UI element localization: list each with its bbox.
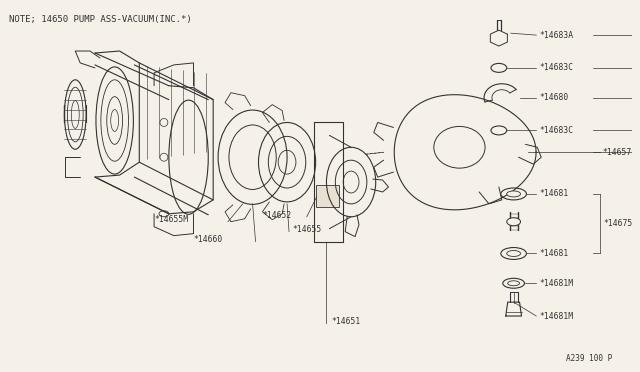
Text: *14657: *14657 — [602, 148, 632, 157]
Text: *14660: *14660 — [194, 235, 223, 244]
Text: *14675: *14675 — [604, 219, 632, 228]
Text: *14680: *14680 — [540, 93, 568, 102]
Text: *14681M: *14681M — [540, 311, 573, 321]
Ellipse shape — [507, 191, 520, 197]
Ellipse shape — [507, 218, 520, 226]
Text: *14683A: *14683A — [540, 31, 573, 40]
Ellipse shape — [507, 250, 520, 256]
Text: A239 100 P: A239 100 P — [566, 354, 612, 363]
Text: *14652: *14652 — [263, 211, 292, 220]
Text: *14681: *14681 — [540, 189, 568, 198]
Text: *14683C: *14683C — [540, 63, 573, 73]
Text: *14681: *14681 — [540, 249, 568, 258]
Text: *14655M: *14655M — [154, 215, 189, 224]
Text: *14651: *14651 — [332, 317, 360, 326]
Bar — [316, 185, 339, 207]
Ellipse shape — [508, 281, 520, 286]
Text: NOTE; 14650 PUMP ASS-VACUUM(INC.*): NOTE; 14650 PUMP ASS-VACUUM(INC.*) — [9, 15, 192, 24]
Text: *14655: *14655 — [292, 225, 321, 234]
Text: *14683C: *14683C — [540, 126, 573, 135]
Text: *14681M: *14681M — [540, 279, 573, 288]
